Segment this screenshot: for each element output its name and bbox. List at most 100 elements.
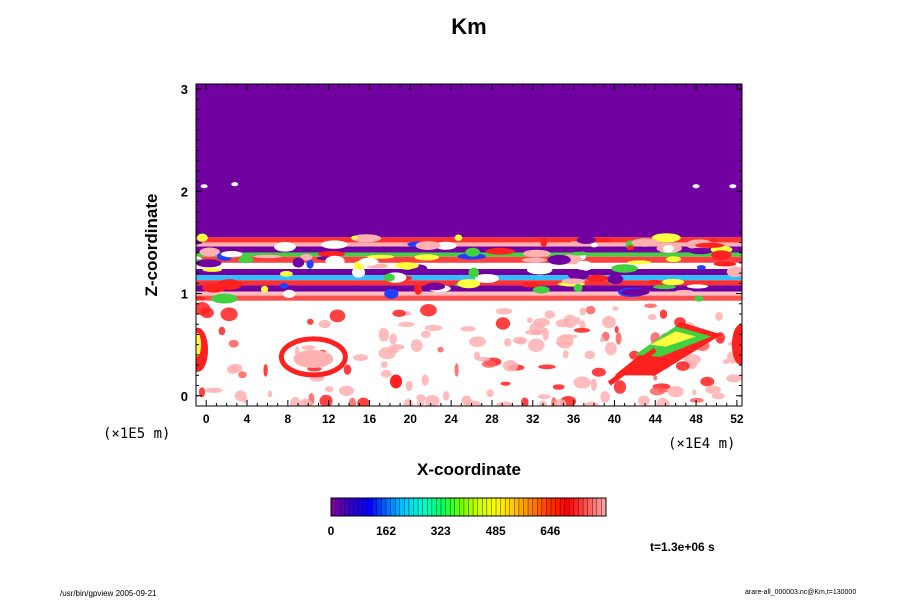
colorbar-segment [463,498,469,516]
lower-patch [656,397,670,406]
colorbar-segment [454,498,460,516]
colorbar-segment [596,498,602,516]
lower-patch [676,361,690,371]
lower-patch [585,305,596,315]
lower-patch [353,354,369,361]
lower-patch [228,339,239,348]
colorbar-segment [399,498,405,516]
lower-patch [392,309,406,317]
lower-patch [653,375,658,381]
lower-patch [380,361,388,369]
lower-patch [527,338,545,353]
colorbar-segment [335,498,341,516]
band-patch [569,241,580,246]
lower-patch [378,327,390,342]
band-patch [465,247,481,257]
lower-patch [198,387,206,398]
band-patch [652,284,677,290]
x-tick-label: 48 [689,412,703,426]
x-tick-label: 12 [322,412,336,426]
upper-speck [692,184,700,189]
lower-patch [584,401,599,406]
colorbar-segment [477,498,483,516]
x-tick-label: 52 [730,412,744,426]
lower-patch [220,307,238,322]
lower-patch [378,347,397,360]
band-patch [196,259,222,268]
band-patch [695,242,725,248]
band-patch [663,245,675,253]
lower-patch [575,316,581,325]
colorbar-frame [330,497,607,517]
lower-patch [481,360,497,368]
lower-patch [504,338,512,347]
colorbar-segment [546,498,552,516]
colorbar-segment [445,498,451,516]
lower-patch [612,306,619,311]
lower-patch [647,313,657,321]
x-tick-label: 20 [404,412,418,426]
colorbar-segment [431,498,437,516]
colorbar-segment [340,498,346,516]
colorbar-segment [427,498,433,516]
lower-patch [442,390,450,401]
band-patch [688,247,713,255]
lower-patch [692,389,697,396]
lower-patch [420,303,437,317]
colorbar-segment [441,498,446,516]
colorbar-segment [486,498,492,516]
lower-patch [461,395,472,406]
lower-patch [715,311,723,321]
plot-frame [195,83,743,407]
lower-patch [573,376,591,389]
y-tick-label: 0 [181,389,188,404]
footer-source: arare-all_000003.nc@Km,t=130000 [745,589,857,596]
lower-patch [602,315,616,329]
lower-patch [649,387,665,396]
band-patch [568,269,589,281]
lower-patch [469,336,486,348]
band-stripe [196,256,742,263]
band-patch [196,296,207,301]
x-axis-label: X-coordinate [417,460,521,479]
band-patch [569,251,590,256]
lower-patch [196,302,211,316]
band-patch [686,284,709,289]
band-patch [696,265,706,270]
band-patch [651,233,681,243]
colorbar-segment [344,498,350,516]
band-patch [661,278,685,286]
band-patch [211,293,238,304]
band-patch [576,236,596,244]
band-patch [520,282,541,288]
colorbar-segment [363,498,368,516]
lower-patch [398,321,415,327]
lower-patch [563,314,577,328]
lower-patch [605,342,617,356]
band-stripe [196,285,742,292]
lower-patch [307,318,314,325]
lower-patch [584,350,596,360]
lower-patch [544,310,556,319]
plume-streak [607,347,657,386]
colorbar-segment [422,498,428,516]
lower-patch [329,309,346,323]
colorbar-segment [587,498,593,516]
band-patch [306,259,314,269]
band-patch [199,247,220,257]
lower-patch [590,378,597,392]
x-tick-label: 44 [649,412,663,426]
band-patch [621,288,650,296]
lower-patch [403,398,414,406]
band-patch [631,238,660,247]
band-patch [435,241,457,250]
band-patch [547,254,571,265]
lower-patch [476,356,491,362]
band-patch [457,279,481,289]
band-patch [626,245,634,251]
colorbar-segment [551,498,556,516]
lower-patch [486,389,494,398]
lower-patch [218,326,226,336]
colorbar-segment [353,498,359,516]
